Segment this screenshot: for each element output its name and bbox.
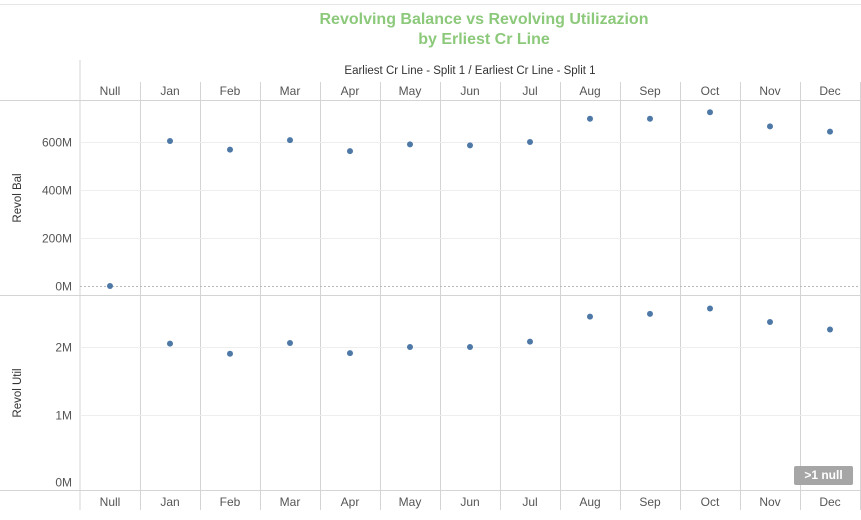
data-point [827,128,833,135]
x-tick-label-bottom: Apr [341,495,360,509]
x-tick-label-top: Jan [160,84,179,98]
data-point [227,350,233,357]
data-point [527,338,533,345]
x-tick-label-bottom: Null [100,495,121,509]
data-point [767,123,773,130]
x-tick-label-top: Apr [341,84,360,98]
x-tick-label-bottom: May [399,495,422,509]
data-point [347,350,353,357]
x-tick-label-bottom: Jun [460,495,479,509]
x-tick-label-top: Nov [759,84,780,98]
x-tick-label-top: Oct [701,84,720,98]
x-tick-label-top: Feb [220,84,241,98]
y-tick-label: 1M [55,409,72,423]
data-point [167,138,173,145]
x-tick-label-top: Mar [280,84,301,98]
data-point [407,141,413,148]
y-tick-label: 400M [42,184,72,198]
data-point [587,115,593,122]
data-point [707,109,713,116]
x-tick-label-bottom: Sep [639,495,661,509]
x-tick-label-top: Jun [460,84,479,98]
x-tick-label-top: Dec [819,84,840,98]
x-tick-label-bottom: Jul [522,495,537,509]
y-tick-label: 600M [42,136,72,150]
y-axis-title: Revol Bal [12,173,24,222]
x-tick-label-bottom: Mar [280,495,301,509]
y-tick-label: 200M [42,232,72,246]
y-tick-label: 0M [55,280,72,294]
data-point [227,146,233,153]
data-point [347,148,353,155]
data-point [287,339,293,346]
x-tick-label-top: Null [100,84,121,98]
chart-title-line2: by Erliest Cr Line [418,31,550,48]
x-tick-label-top: Jul [522,84,537,98]
data-point [827,326,833,333]
x-tick-label-bottom: Aug [579,495,600,509]
y-tick-label: 2M [55,341,72,355]
x-tick-label-bottom: Jan [160,495,179,509]
data-point [587,313,593,320]
x-tick-label-bottom: Dec [819,495,840,509]
data-point [647,310,653,317]
x-tick-label-bottom: Oct [701,495,720,509]
data-point [707,305,713,312]
data-point [767,319,773,326]
x-tick-label-bottom: Nov [759,495,780,509]
x-tick-label-top: Sep [639,84,661,98]
x-tick-label-bottom: Feb [220,495,241,509]
data-point [167,340,173,347]
data-point [407,344,413,350]
data-point [107,283,113,289]
data-point [467,344,473,350]
y-axis-title: Revol Util [12,368,24,417]
x-tick-label-top: May [399,84,422,98]
null-indicator-badge[interactable]: >1 null [794,466,853,485]
data-point [647,115,653,122]
data-point [287,137,293,144]
chart-title-line1: Revolving Balance vs Revolving Utilizazi… [319,11,649,28]
data-point [467,142,473,149]
column-header-label: Earliest Cr Line - Split 1 / Earliest Cr… [344,65,595,77]
y-tick-label: 0M [55,476,72,490]
x-tick-label-top: Aug [579,84,600,98]
data-point [527,139,533,145]
